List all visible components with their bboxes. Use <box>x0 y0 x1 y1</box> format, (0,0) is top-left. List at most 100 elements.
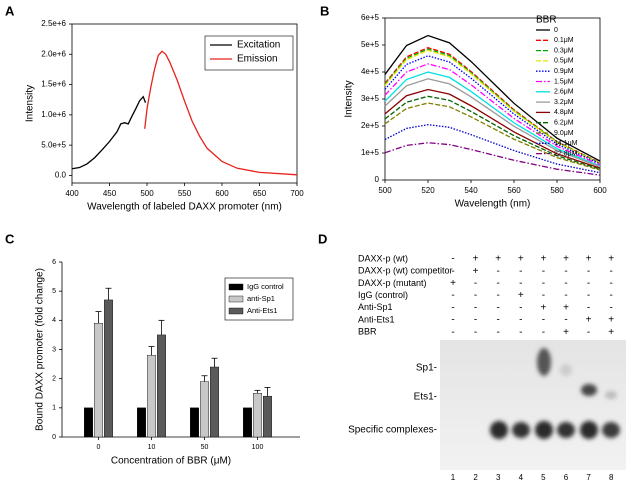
y-axis-label: Intensity <box>25 85 36 122</box>
band <box>580 421 598 439</box>
bar <box>190 407 199 438</box>
panel-label: B <box>320 3 329 18</box>
lane-sign: - <box>474 278 477 289</box>
x-tick-label: 650 <box>253 189 267 198</box>
y-tick-label: 2 <box>52 376 56 383</box>
legend-label: 9.0μM <box>554 130 574 137</box>
lane-number: 7 <box>586 473 591 482</box>
legend-swatch <box>228 295 244 303</box>
x-tick-label: 600 <box>215 189 229 198</box>
lane-sign: - <box>587 290 590 301</box>
lane-sign: - <box>519 315 522 326</box>
band-label: Specific complexes- <box>348 425 437 436</box>
lane-sign: - <box>587 327 590 338</box>
lane-sign: + <box>540 254 546 265</box>
x-tick-label: 560 <box>507 186 521 195</box>
lane-number: 6 <box>564 473 569 482</box>
row-label: DAXX-p (wt) <box>358 253 408 263</box>
lane-sign: - <box>542 315 545 326</box>
y-tick-label: 4e+5 <box>361 67 380 76</box>
bar <box>253 393 262 438</box>
legend-label: 3.2μM <box>554 99 574 106</box>
lane-sign: - <box>542 327 545 338</box>
legend-box <box>204 35 294 71</box>
legend-label: Excitation <box>237 40 280 51</box>
y-tick-label: 6e+5 <box>361 13 380 22</box>
y-tick-label: 1.5e+6 <box>41 80 66 89</box>
x-tick-label: 10 <box>148 444 156 451</box>
lane-sign: + <box>608 327 614 338</box>
lane-number: 2 <box>473 473 478 482</box>
series-line <box>384 102 601 171</box>
lane-sign: - <box>610 302 613 313</box>
bar <box>157 334 166 438</box>
legend-swatch <box>228 307 244 315</box>
band <box>581 384 597 396</box>
panel-label: A <box>5 3 15 18</box>
band-label: Ets1- <box>414 392 437 403</box>
band <box>512 422 530 438</box>
y-tick-label: 5e+5 <box>361 40 380 49</box>
series-line <box>384 71 601 167</box>
lane-sign: - <box>497 290 500 301</box>
lane-sign: - <box>451 327 454 338</box>
legend-label: 0 <box>554 27 558 34</box>
bar <box>200 381 209 438</box>
lane-number: 3 <box>496 473 501 482</box>
lane-sign: - <box>587 278 590 289</box>
legend-label: IgG control <box>247 282 284 291</box>
lane-sign: + <box>563 254 569 265</box>
series-line <box>384 49 601 164</box>
series-line <box>384 88 601 169</box>
lane-sign: - <box>564 315 567 326</box>
row-label: Anti-Sp1 <box>358 302 393 312</box>
panel-label: D <box>318 231 327 246</box>
legend-label: 22.8μM <box>554 150 578 157</box>
row-label: Anti-Ets1 <box>358 314 395 324</box>
band <box>560 364 572 376</box>
lane-number: 5 <box>541 473 546 482</box>
lane-sign: - <box>497 278 500 289</box>
y-tick-label: 4 <box>52 317 56 324</box>
lane-number: 8 <box>609 473 614 482</box>
series-line <box>384 55 601 165</box>
lane-sign: + <box>473 266 479 277</box>
y-tick-label: 5 <box>52 288 56 295</box>
x-tick-label: 540 <box>464 186 478 195</box>
y-tick-label: 0 <box>52 434 56 441</box>
lane-sign: + <box>586 254 592 265</box>
lane-sign: - <box>587 266 590 277</box>
lane-sign: - <box>610 278 613 289</box>
y-tick-label: 0.0 <box>55 171 67 180</box>
lane-sign: + <box>608 315 614 326</box>
x-axis-label: Wavelength (nm) <box>455 199 531 210</box>
lane-sign: - <box>451 302 454 313</box>
y-tick-label: 1e+5 <box>361 148 380 157</box>
y-axis-label: Bound DAXX promoter (fold change) <box>35 268 46 431</box>
series-line <box>384 63 601 166</box>
legend-label: 1.5μM <box>554 78 574 85</box>
band <box>557 422 575 438</box>
row-label: IgG (control) <box>358 290 408 300</box>
lane-sign: + <box>495 254 501 265</box>
series-line <box>384 123 601 174</box>
lane-sign: - <box>497 266 500 277</box>
series-line <box>71 95 147 170</box>
bar <box>94 323 103 438</box>
series-line <box>384 78 601 168</box>
legend-label: Anti-Ets1 <box>247 306 277 315</box>
series-line <box>384 95 601 170</box>
x-tick-label: 100 <box>252 444 264 451</box>
lane-sign: + <box>518 290 524 301</box>
y-tick-label: 3 <box>52 346 56 353</box>
lane-sign: - <box>564 266 567 277</box>
lane-sign: - <box>587 302 590 313</box>
lane-sign: + <box>450 278 456 289</box>
y-tick-label: 0 <box>375 175 380 184</box>
lane-number: 1 <box>451 473 456 482</box>
x-tick-label: 580 <box>550 186 564 195</box>
lane-sign: - <box>474 290 477 301</box>
y-tick-label: 6 <box>52 259 56 266</box>
band <box>605 391 617 399</box>
